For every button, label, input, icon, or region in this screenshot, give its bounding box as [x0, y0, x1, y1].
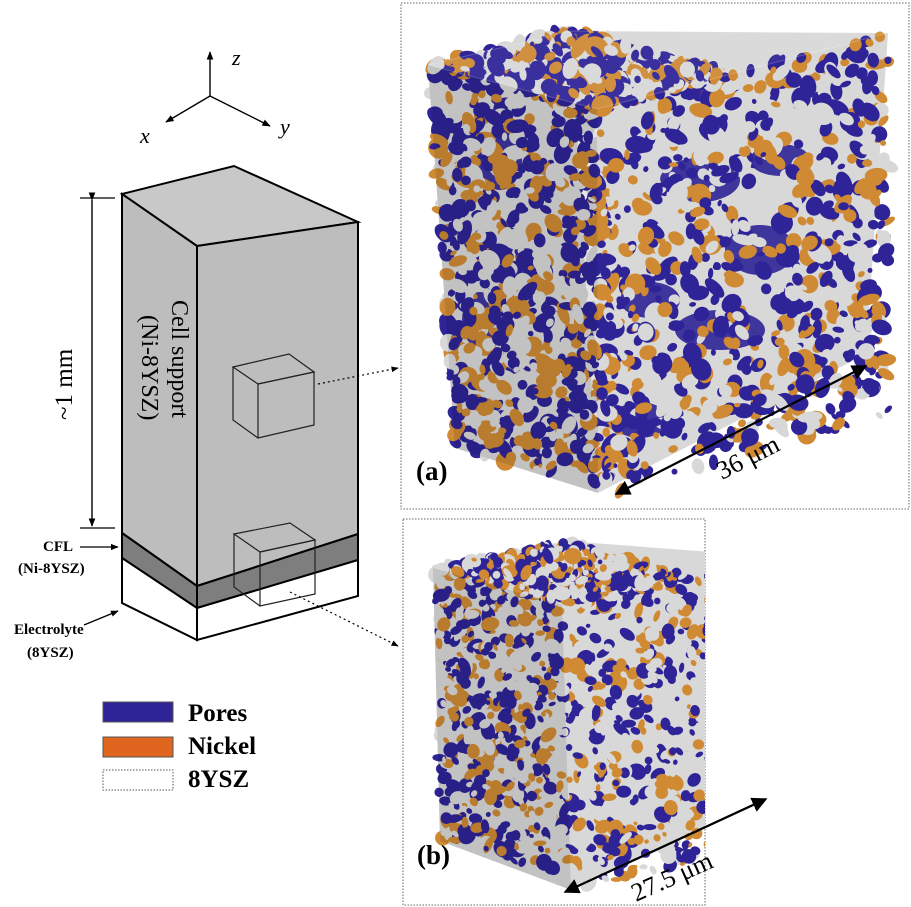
cell-block: Cell support (Ni-8YSZ): [119, 164, 362, 642]
support-sample-cube: [231, 353, 316, 439]
axis-triad: z x y: [139, 45, 290, 148]
legend: Pores Nickel 8YSZ: [102, 700, 256, 793]
cfl-sample-cube: [232, 522, 317, 607]
y-axis-label: y: [278, 114, 290, 139]
legend-swatch-8ysz: [102, 769, 174, 791]
panel-a: 36 μm (a): [400, 2, 910, 510]
panel-b-scale-arrow: [563, 797, 768, 894]
cell-support-label-line2: (Ni-8YSZ): [136, 315, 162, 420]
layer-labels: CFL (Ni-8YSZ) Electrolyte (8YSZ): [14, 539, 119, 661]
legend-swatch-nickel: [102, 736, 174, 758]
panel-b-tag: (b): [417, 840, 450, 870]
connector-a: [317, 366, 399, 385]
x-axis-label: x: [139, 123, 150, 148]
electrolyte-label-line2: (8YSZ): [27, 645, 74, 661]
x-axis-arrow: [165, 95, 211, 123]
legend-swatch-pores: [102, 701, 174, 723]
panel-a-microstructure: [424, 24, 899, 499]
electrolyte-label-line1: Electrolyte: [14, 622, 84, 638]
electrolyte-pointer: [83, 610, 119, 626]
dimension-indicator: ~1 mm: [51, 192, 115, 529]
panel-a-tag: (a): [416, 456, 447, 486]
cell-support-label-line1: Cell support: [166, 300, 192, 418]
connector-b: [289, 591, 399, 647]
legend-label-nickel: Nickel: [188, 733, 256, 760]
support-front-face: [196, 220, 359, 588]
dimension-label: ~1 mm: [51, 348, 78, 420]
z-axis-label: z: [231, 45, 241, 70]
legend-label-8ysz: 8YSZ: [188, 766, 249, 793]
panel-b: 27.5 μm (b): [402, 518, 768, 907]
cfl-label-line2: (Ni-8YSZ): [18, 561, 85, 577]
cfl-label-line1: CFL: [43, 539, 73, 555]
y-axis-arrow: [209, 95, 271, 127]
legend-label-pores: Pores: [188, 700, 248, 727]
panel-b-microstructure: [428, 536, 705, 892]
panel-a-scale-arrow: [614, 365, 868, 495]
electrolyte-front-face: [196, 558, 359, 642]
